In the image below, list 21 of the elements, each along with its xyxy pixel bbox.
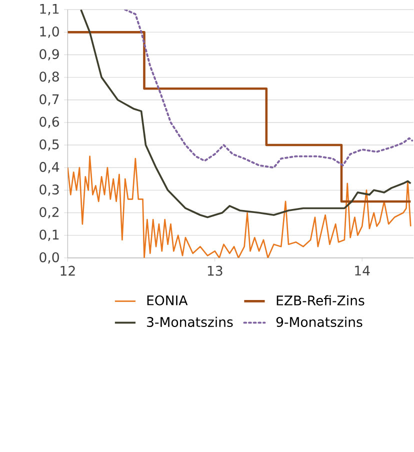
legend-label: 9-Monatszins xyxy=(276,316,362,328)
y-tick-label: 1,0 xyxy=(40,26,59,38)
y-tick-label: 1,1 xyxy=(40,4,59,16)
line-series xyxy=(68,156,412,258)
y-tick-label: 0,6 xyxy=(40,116,60,128)
y-tick-label: 0,2 xyxy=(40,207,59,218)
y-tick-label: 0,4 xyxy=(40,162,60,174)
y-tick-label: 0,8 xyxy=(40,72,59,84)
line-series xyxy=(124,10,414,169)
y-tick-label: 0,5 xyxy=(40,139,59,151)
x-tick-label: 13 xyxy=(208,266,222,276)
y-tick-label: 0,0 xyxy=(40,252,59,264)
x-tick-label: 12 xyxy=(60,266,75,276)
y-tick-label: 0,3 xyxy=(40,184,59,196)
x-tick-label: 14 xyxy=(355,266,370,276)
y-tick-label: 0,1 xyxy=(40,230,59,241)
legend-label: EONIA xyxy=(147,295,188,306)
legend-label: 3-Monatszins xyxy=(147,316,233,328)
legend-label: EZB-Refi-Zins xyxy=(276,295,364,306)
y-tick-label: 0,7 xyxy=(40,94,59,106)
y-tick-label: 0,9 xyxy=(40,49,59,60)
